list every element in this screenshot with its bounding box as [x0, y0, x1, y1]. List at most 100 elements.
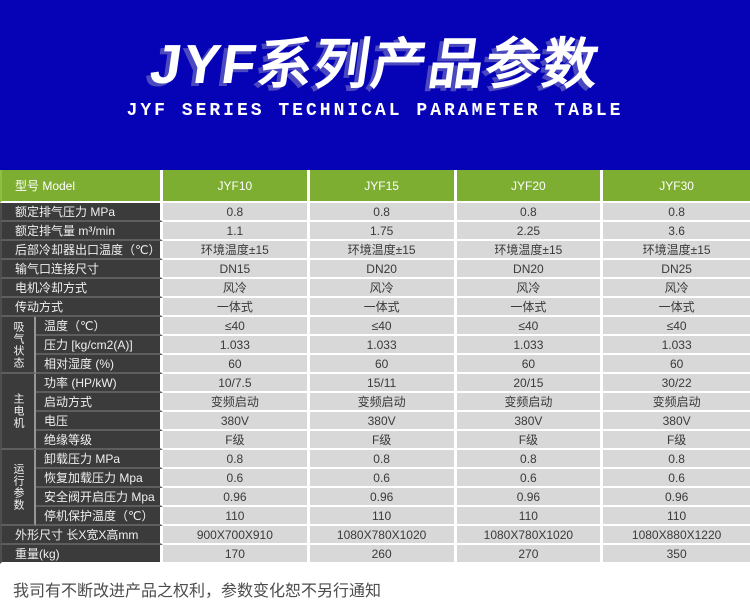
row-label: 温度（℃） [36, 317, 163, 336]
table-cell: 110 [163, 507, 310, 526]
table-cell: 60 [309, 355, 457, 374]
table-cell: ≤40 [456, 317, 604, 336]
row-label: 启动方式 [36, 393, 163, 412]
table-cell: F级 [309, 431, 457, 450]
row-label: 安全阀开启压力 Mpa [36, 488, 163, 507]
table-cell: 0.8 [456, 203, 604, 222]
table-cell: 380V [309, 412, 457, 431]
parameter-table: 型号 Model JYF10 JYF15 JYF20 JYF30 额定排气压力 MPa 0.… [0, 170, 750, 564]
table-cell: 风冷 [163, 279, 310, 298]
table-cell: 变频启动 [456, 393, 604, 412]
table-cell: 0.96 [309, 488, 457, 507]
table-cell: 风冷 [603, 279, 750, 298]
table-cell: 1080X880X1220 [603, 526, 750, 545]
table-cell: DN20 [456, 260, 604, 279]
column-header-jyf15: JYF15 [309, 170, 457, 203]
table-cell: 0.8 [309, 203, 457, 222]
group-label: 运行参数 [0, 450, 36, 526]
table-cell: 20/15 [456, 374, 604, 393]
table-cell: 变频启动 [163, 393, 310, 412]
row-label: 传动方式 [0, 298, 163, 317]
table-cell: 环境温度±15 [603, 241, 750, 260]
table-cell: 260 [309, 545, 457, 564]
table-cell: 环境温度±15 [309, 241, 457, 260]
table-cell: 1080X780X1020 [309, 526, 457, 545]
table-cell: 2.25 [456, 222, 604, 241]
table-cell: ≤40 [603, 317, 750, 336]
footer-note: 我司有不断改进产品之权利，参数变化恕不另行通知 [13, 583, 382, 600]
table-cell: 270 [456, 545, 604, 564]
table-cell: F级 [603, 431, 750, 450]
table-cell: 110 [603, 507, 750, 526]
group-label: 主电机 [0, 374, 36, 450]
table-cell: F级 [456, 431, 604, 450]
table-cell: 1.1 [163, 222, 310, 241]
table-cell: DN20 [309, 260, 457, 279]
table-cell: 1.75 [309, 222, 457, 241]
row-label: 额定排气压力 MPa [0, 203, 163, 222]
group-label-text: 主电机 [12, 393, 25, 429]
table-cell: 风冷 [309, 279, 457, 298]
column-header-jyf10: JYF10 [163, 170, 310, 203]
row-label: 输气口连接尺寸 [0, 260, 163, 279]
column-header-jyf30: JYF30 [603, 170, 750, 203]
group-label-text: 吸气状态 [12, 320, 25, 369]
table-cell: 15/11 [309, 374, 457, 393]
table-cell: 0.6 [309, 469, 457, 488]
row-label: 外形尺寸 长X宽X高mm [0, 526, 163, 545]
table-cell: 一体式 [603, 298, 750, 317]
table-cell: 一体式 [309, 298, 457, 317]
table-cell: 0.8 [456, 450, 604, 469]
column-header-jyf20: JYF20 [456, 170, 604, 203]
table-cell: 60 [603, 355, 750, 374]
table-cell: 0.6 [603, 469, 750, 488]
table-cell: 380V [456, 412, 604, 431]
table-cell: DN15 [163, 260, 310, 279]
table-cell: 60 [456, 355, 604, 374]
table-cell: 环境温度±15 [163, 241, 310, 260]
row-label: 停机保护温度（℃） [36, 507, 163, 526]
table-cell: 0.6 [456, 469, 604, 488]
table-cell: 一体式 [163, 298, 310, 317]
row-label: 相对湿度 (%) [36, 355, 163, 374]
row-label: 压力 [kg/cm2(A)] [36, 336, 163, 355]
table-cell: 3.6 [603, 222, 750, 241]
table-cell: 380V [163, 412, 310, 431]
row-label: 恢复加载压力 Mpa [36, 469, 163, 488]
banner: JYF系列产品参数 JYF SERIES TECHNICAL PARAMETER… [0, 0, 750, 170]
table-cell: F级 [163, 431, 310, 450]
table-cell: 变频启动 [309, 393, 457, 412]
row-label: 电压 [36, 412, 163, 431]
table-cell: 110 [456, 507, 604, 526]
table-cell: 风冷 [456, 279, 604, 298]
table-cell: 0.96 [456, 488, 604, 507]
table-cell: ≤40 [163, 317, 310, 336]
table-cell: 110 [309, 507, 457, 526]
page-title: JYF系列产品参数 [146, 33, 604, 95]
table-cell: 变频启动 [603, 393, 750, 412]
table-cell: ≤40 [309, 317, 457, 336]
row-label: 卸载压力 MPa [36, 450, 163, 469]
table-cell: 170 [163, 545, 310, 564]
table-cell: 60 [163, 355, 310, 374]
page-subtitle: JYF SERIES TECHNICAL PARAMETER TABLE [126, 101, 624, 121]
table-cell: 0.8 [603, 203, 750, 222]
group-label: 吸气状态 [0, 317, 36, 374]
column-header-model-label: 型号 Model [0, 170, 163, 203]
table-cell: 一体式 [456, 298, 604, 317]
table-cell: 0.96 [163, 488, 310, 507]
table-cell: 0.6 [163, 469, 310, 488]
row-label: 重量(kg) [0, 545, 163, 564]
row-label: 功率 (HP/kW) [36, 374, 163, 393]
table-cell: DN25 [603, 260, 750, 279]
group-label-text: 运行参数 [12, 463, 25, 511]
table-cell: 1080X780X1020 [456, 526, 604, 545]
table-cell: 0.8 [309, 450, 457, 469]
row-label: 电机冷却方式 [0, 279, 163, 298]
row-label: 额定排气量 m³/min [0, 222, 163, 241]
row-label: 绝缘等级 [36, 431, 163, 450]
table-cell: 380V [603, 412, 750, 431]
table-cell: 环境温度±15 [456, 241, 604, 260]
table-cell: 900X700X910 [163, 526, 310, 545]
table-cell: 10/7.5 [163, 374, 310, 393]
